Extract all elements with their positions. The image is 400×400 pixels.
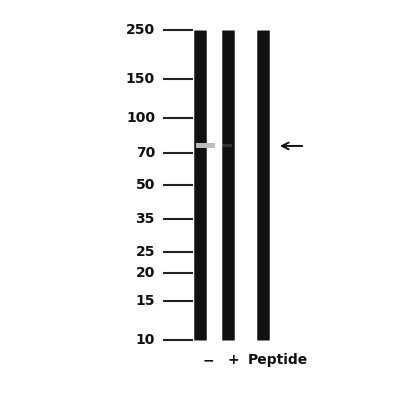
Bar bbox=[196, 144, 215, 148]
Text: 100: 100 bbox=[126, 111, 155, 125]
Text: 150: 150 bbox=[126, 72, 155, 86]
Text: 50: 50 bbox=[136, 178, 155, 192]
Text: 25: 25 bbox=[136, 245, 155, 259]
Text: 70: 70 bbox=[136, 146, 155, 160]
Text: +: + bbox=[227, 353, 239, 367]
Text: 10: 10 bbox=[136, 333, 155, 347]
Text: 15: 15 bbox=[136, 294, 155, 308]
Text: 250: 250 bbox=[126, 23, 155, 37]
Text: Peptide: Peptide bbox=[248, 353, 308, 367]
Text: −: − bbox=[202, 353, 214, 367]
Bar bbox=[222, 144, 232, 148]
Text: 35: 35 bbox=[136, 212, 155, 226]
Text: 20: 20 bbox=[136, 266, 155, 280]
